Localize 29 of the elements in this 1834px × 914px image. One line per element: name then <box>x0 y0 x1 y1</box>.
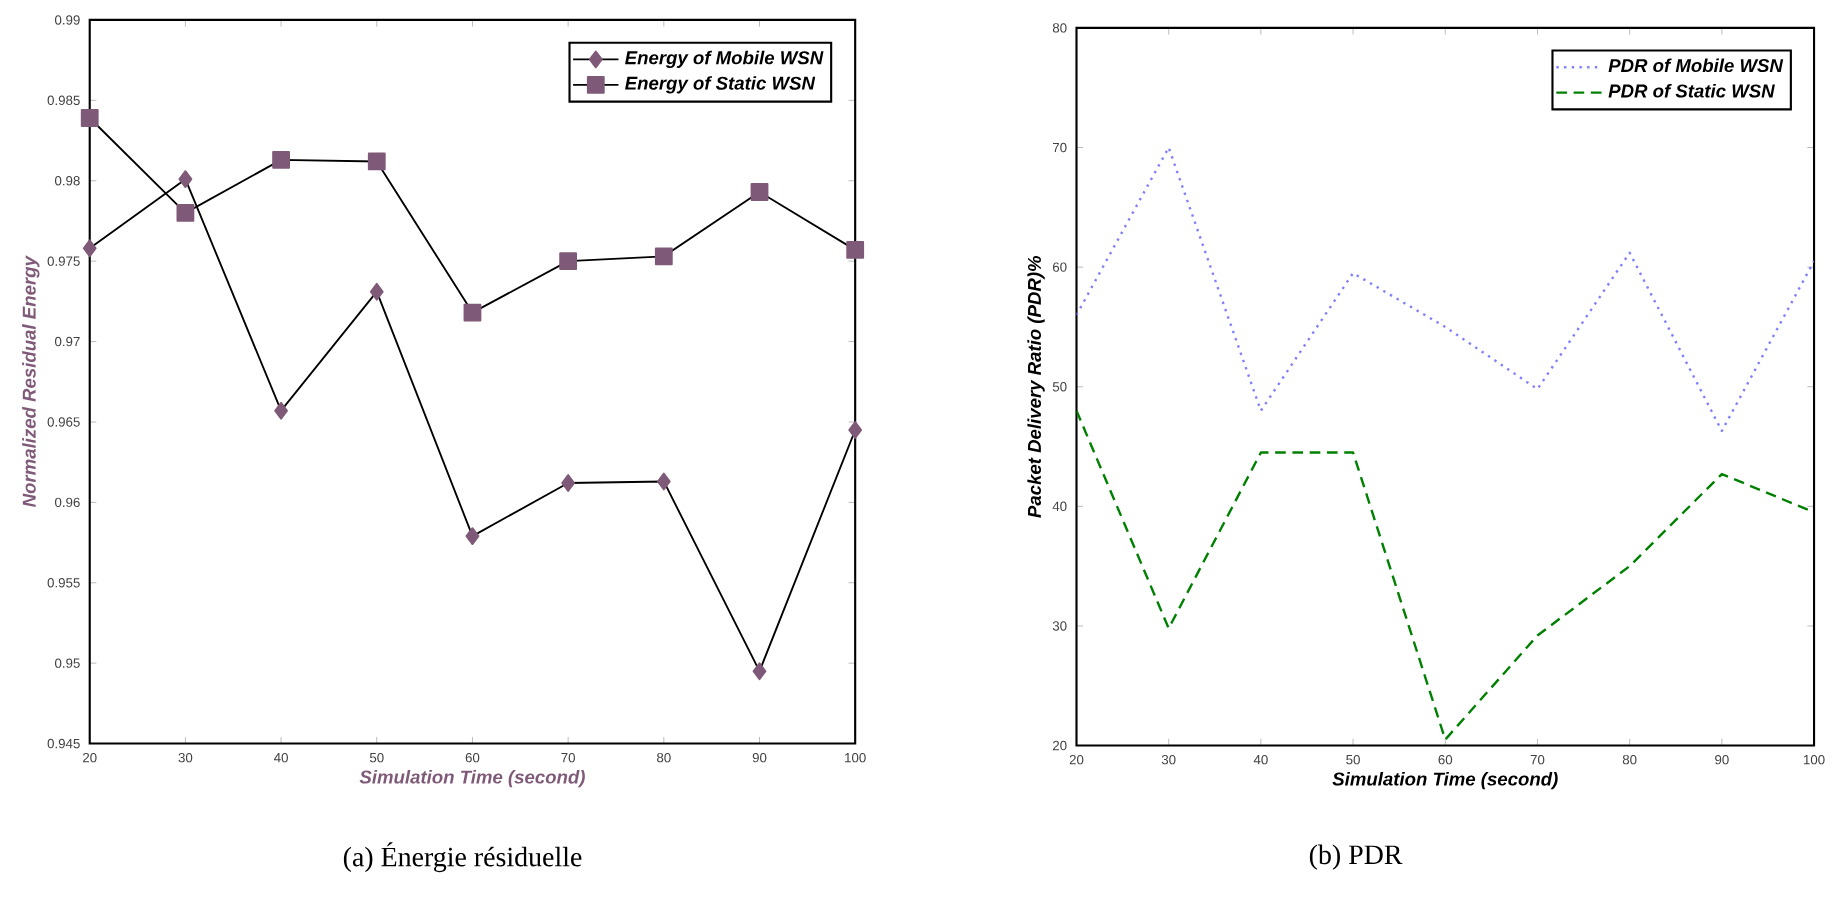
y-axis-title: Normalized Residual Energy <box>22 255 40 508</box>
point <box>846 241 865 260</box>
y-axis-title: Packet Delivery Ratio (PDR)% <box>1027 256 1045 519</box>
point <box>274 402 288 421</box>
point <box>367 153 386 171</box>
point <box>750 183 769 202</box>
point <box>80 109 99 128</box>
point <box>369 283 384 302</box>
x-axis-title: Simulation Time (second) <box>359 770 585 788</box>
point <box>82 239 97 258</box>
legend-label: Energy of Static WSN <box>625 76 816 94</box>
point <box>463 304 482 322</box>
line-series <box>1076 146 1815 433</box>
legend-label: PDR of Mobile WSN <box>1608 58 1784 73</box>
point <box>752 662 767 681</box>
point <box>654 247 673 266</box>
point <box>176 204 195 223</box>
point <box>178 170 193 189</box>
point <box>848 421 863 440</box>
point <box>465 527 480 546</box>
point <box>272 151 290 170</box>
text: (a) Énergie résiduelle <box>343 842 582 873</box>
x-axis-title: Simulation Time (second) <box>1332 772 1558 790</box>
point <box>561 474 576 493</box>
point <box>559 252 578 271</box>
text: (b) PDR <box>1309 845 1403 871</box>
point <box>656 473 671 491</box>
legend-label: PDR of Static WSN <box>1608 84 1775 99</box>
legend-label: Energy of Mobile WSN <box>625 51 824 69</box>
